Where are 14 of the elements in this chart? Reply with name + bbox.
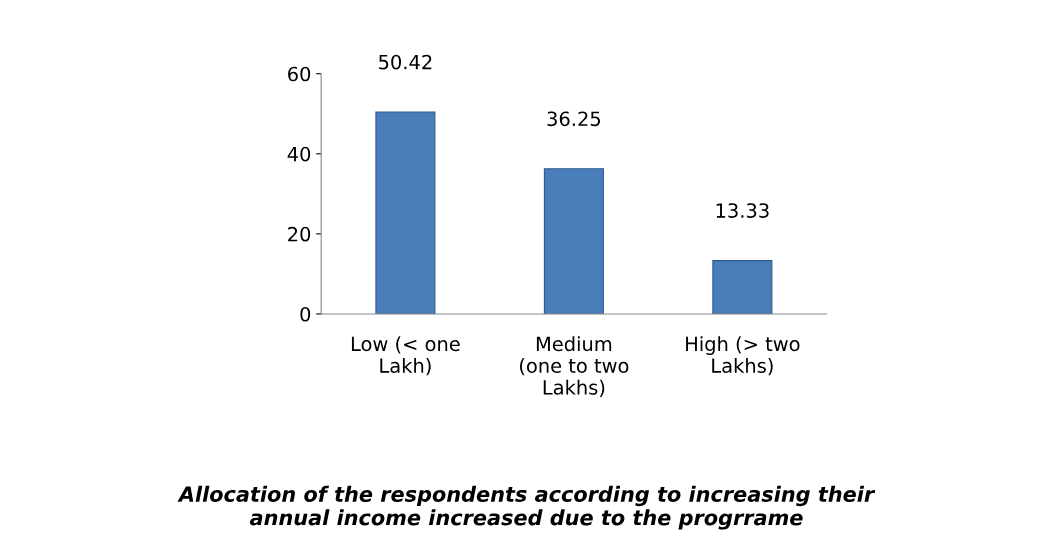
x-tick-label: High (> two Lakhs) bbox=[686, 336, 800, 376]
y-tick-label: 20 bbox=[288, 226, 311, 242]
data-label: 36.25 bbox=[547, 111, 601, 127]
y-tick-label: 40 bbox=[287, 146, 311, 162]
data-label: 50.42 bbox=[379, 54, 432, 70]
x-tick-label: Medium (one to two Lakhs) bbox=[520, 336, 629, 398]
y-tick-label: 0 bbox=[300, 306, 311, 322]
bar bbox=[543, 168, 604, 314]
data-label: 13.33 bbox=[716, 203, 769, 218]
x-tick-label: Low (< one Lakh) bbox=[351, 336, 460, 376]
text: Allocation of the respondents according to increasing their annual income increased due to the progrrame bbox=[177, 485, 876, 530]
bar bbox=[712, 260, 773, 314]
y-tick-label: 60 bbox=[288, 66, 311, 82]
bar bbox=[375, 111, 436, 314]
